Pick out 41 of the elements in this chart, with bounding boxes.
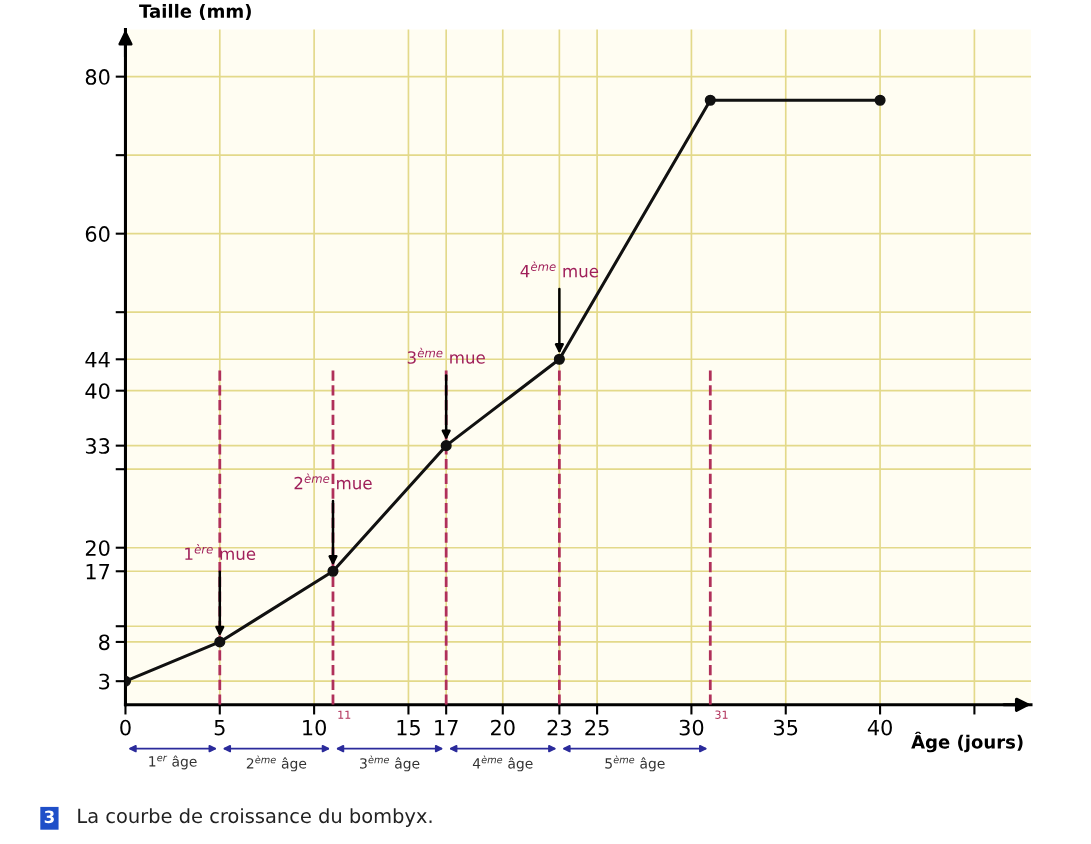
y-tick-label: 17	[86, 564, 110, 580]
x-tick-label: 40	[867, 719, 892, 736]
y-tick-label: 80	[85, 69, 110, 85]
y-tick-label: 40	[85, 383, 110, 399]
text: 4$^{ème}$ âge	[472, 755, 533, 772]
text: La courbe de croissance du bombyx.	[78, 808, 432, 827]
annotation: 1$^{ère}$ mue	[185, 544, 256, 561]
ref-line-label: 31	[715, 710, 728, 719]
text: 1$^{er}$ âge	[149, 755, 197, 770]
ref-line-label: 11	[338, 710, 351, 719]
annotation: 3$^{ème}$ mue	[407, 347, 485, 364]
point	[214, 636, 226, 648]
text: 3	[44, 810, 54, 824]
x-tick-label: 10	[303, 719, 326, 736]
annotation: 2$^{ème}$ mue	[294, 473, 372, 490]
x-tick-label: 23	[547, 719, 571, 736]
text: 3$^{ème}$ âge	[360, 755, 420, 772]
x-tick-label: 17	[435, 719, 458, 736]
text: 2$^{ème}$ âge	[246, 755, 307, 772]
x-tick-label: 25	[585, 719, 609, 736]
point	[874, 94, 886, 106]
text: 5$^{ème}$ âge	[605, 755, 665, 772]
point	[553, 353, 565, 365]
y-tick-label: 20	[85, 540, 110, 556]
x-tick-label: 5	[214, 719, 225, 736]
x-tick-label: 35	[774, 719, 798, 736]
point	[704, 94, 716, 106]
x-axis-title: Âge (jours)	[911, 731, 1023, 753]
y-tick-label: 44	[85, 352, 110, 368]
y-tick-label: 33	[85, 438, 110, 454]
y-tick-label: 3	[99, 673, 110, 690]
y-axis-title: Taille (mm)	[139, 3, 251, 21]
x-tick-label: 30	[679, 719, 704, 736]
x-tick-label: 20	[491, 719, 515, 736]
y-tick-label: 8	[99, 634, 110, 651]
x-tick-label: 0	[120, 719, 131, 736]
point	[327, 565, 339, 577]
annotation: 4$^{ème}$ mue	[520, 261, 599, 278]
y-tick-label: 60	[85, 226, 110, 242]
x-tick-label: 15	[397, 719, 420, 736]
point	[440, 440, 452, 452]
